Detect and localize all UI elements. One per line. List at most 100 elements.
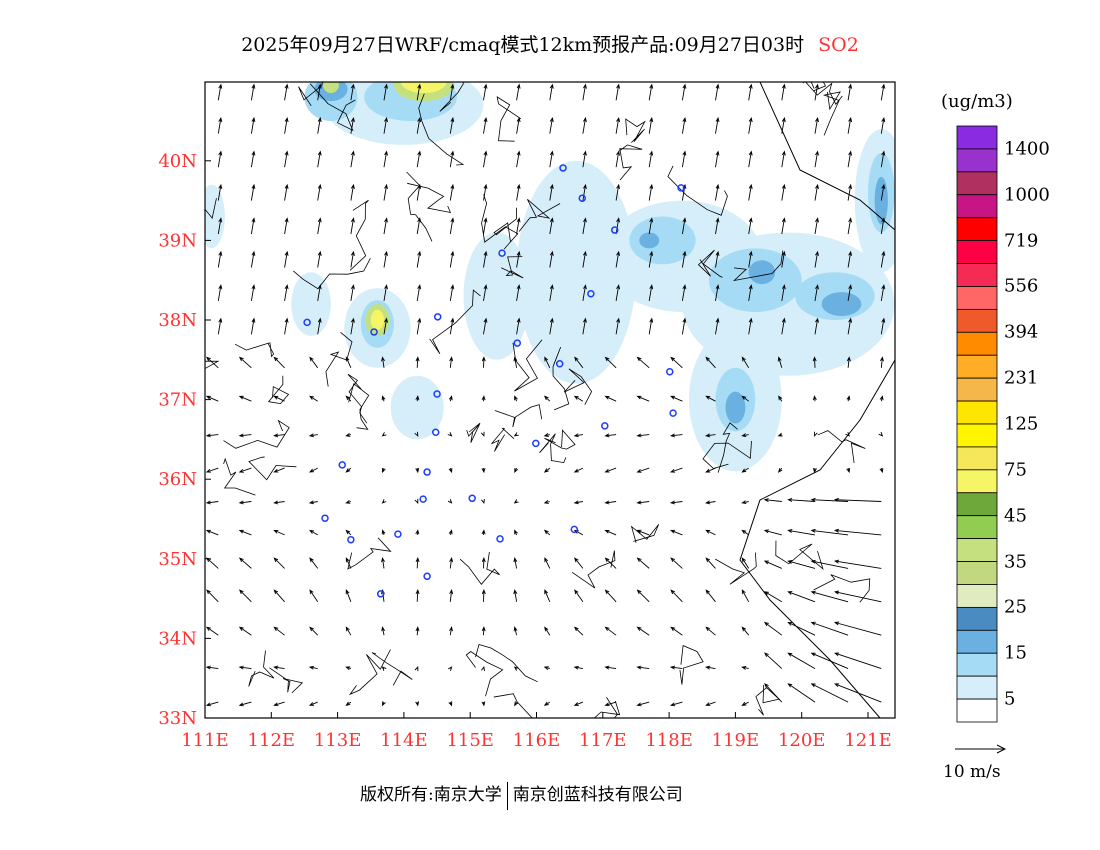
admin-border bbox=[518, 198, 561, 232]
wind-vector bbox=[636, 356, 650, 369]
wind-vector bbox=[847, 183, 853, 201]
station-marker bbox=[433, 313, 442, 321]
wind-vector bbox=[549, 284, 554, 301]
station-marker bbox=[559, 164, 567, 172]
wind-vector bbox=[481, 467, 486, 474]
station-marker bbox=[610, 226, 619, 234]
wind-vector bbox=[880, 217, 886, 235]
wind-vector bbox=[483, 317, 488, 335]
station-marker bbox=[570, 525, 579, 534]
admin-border bbox=[817, 430, 866, 463]
colorbar-label: 45 bbox=[1004, 505, 1027, 527]
wind-vector bbox=[514, 529, 518, 536]
wind-vector bbox=[205, 701, 219, 707]
wind-vector bbox=[879, 395, 884, 402]
wind-vector bbox=[309, 395, 318, 402]
wind-vector bbox=[250, 183, 256, 201]
wind-vector bbox=[582, 183, 587, 201]
wind-vector bbox=[880, 356, 884, 368]
wind-vector bbox=[636, 557, 650, 569]
wind-vector bbox=[777, 356, 783, 368]
wind-vector bbox=[350, 284, 355, 301]
wind-vector bbox=[636, 626, 650, 636]
wind-vector bbox=[615, 150, 621, 168]
wind-vector bbox=[705, 589, 716, 603]
wind-vector bbox=[206, 589, 219, 603]
wind-vector bbox=[549, 116, 554, 134]
wind-vector bbox=[383, 183, 388, 201]
wind-vector bbox=[317, 284, 322, 301]
wind-vector bbox=[345, 557, 352, 569]
colorbar-label: 25 bbox=[1004, 596, 1027, 618]
wind-vector bbox=[345, 356, 352, 368]
colorbar-label: 394 bbox=[1004, 321, 1039, 343]
wind-vector bbox=[573, 433, 583, 438]
concentration-contour bbox=[748, 260, 776, 285]
station-marker bbox=[419, 495, 427, 503]
admin-border bbox=[625, 118, 646, 143]
station-marker bbox=[513, 339, 522, 347]
wind-vector bbox=[205, 500, 219, 505]
wind-vector bbox=[777, 432, 783, 437]
station-marker bbox=[394, 530, 402, 538]
colorbar-label: 125 bbox=[1004, 413, 1039, 435]
wind-vector bbox=[604, 557, 617, 569]
admin-border bbox=[491, 427, 515, 452]
wind-vector bbox=[705, 467, 716, 473]
wind-vector bbox=[880, 116, 886, 134]
wind-vector bbox=[847, 150, 853, 168]
wind-vector bbox=[574, 356, 584, 369]
wind-vector bbox=[516, 150, 521, 168]
wind-vector bbox=[880, 83, 886, 101]
station-marker bbox=[370, 328, 378, 336]
wind-vector bbox=[250, 150, 256, 168]
wind-vector bbox=[206, 356, 219, 369]
colorbar-label: 556 bbox=[1004, 275, 1039, 297]
wind-vector bbox=[480, 431, 485, 437]
wind-vector bbox=[787, 560, 816, 569]
wind-vector bbox=[705, 665, 716, 670]
wind-vector bbox=[810, 497, 849, 502]
wind-vector bbox=[516, 317, 521, 335]
admin-border bbox=[248, 650, 275, 687]
admin-border bbox=[618, 144, 643, 181]
wind-vector bbox=[273, 529, 285, 536]
wind-vector bbox=[217, 116, 223, 134]
wind-vector bbox=[250, 317, 256, 335]
concentration-contour bbox=[291, 272, 331, 336]
wind-vector bbox=[814, 116, 819, 134]
wind-vector bbox=[250, 284, 256, 301]
concentration-contour bbox=[629, 216, 696, 265]
wind-vector bbox=[715, 284, 720, 301]
colorbar-bin bbox=[956, 240, 998, 264]
wind-vector bbox=[748, 250, 753, 268]
wind-vector bbox=[381, 701, 386, 707]
wind-vector bbox=[880, 250, 886, 268]
admin-border bbox=[293, 258, 371, 290]
admin-border bbox=[571, 550, 616, 589]
wind-vector bbox=[317, 116, 322, 134]
wind-vector bbox=[763, 529, 782, 536]
wind-vector bbox=[705, 557, 716, 569]
lat-tick-label: 38N bbox=[158, 310, 197, 331]
wind-vector bbox=[604, 467, 617, 473]
admin-border bbox=[349, 199, 369, 271]
wind-vector bbox=[787, 529, 816, 536]
wind-vector bbox=[415, 701, 420, 707]
wind-vector bbox=[238, 433, 252, 438]
wind-vector bbox=[681, 116, 687, 134]
wind-vector bbox=[741, 589, 750, 603]
wind-vector bbox=[847, 217, 853, 235]
admin-border bbox=[593, 697, 621, 718]
colorbar-label: 5 bbox=[1004, 688, 1016, 710]
wind-vector bbox=[308, 665, 318, 670]
concentration-contour bbox=[463, 232, 530, 360]
wind-vector bbox=[345, 529, 352, 536]
lat-tick-label: 33N bbox=[158, 708, 197, 729]
wind-vector bbox=[604, 500, 617, 505]
wind-vector bbox=[705, 433, 716, 438]
wind-vector bbox=[879, 467, 884, 474]
wind-vector bbox=[573, 467, 584, 473]
admin-border bbox=[667, 165, 728, 216]
wind-vector bbox=[543, 467, 551, 473]
